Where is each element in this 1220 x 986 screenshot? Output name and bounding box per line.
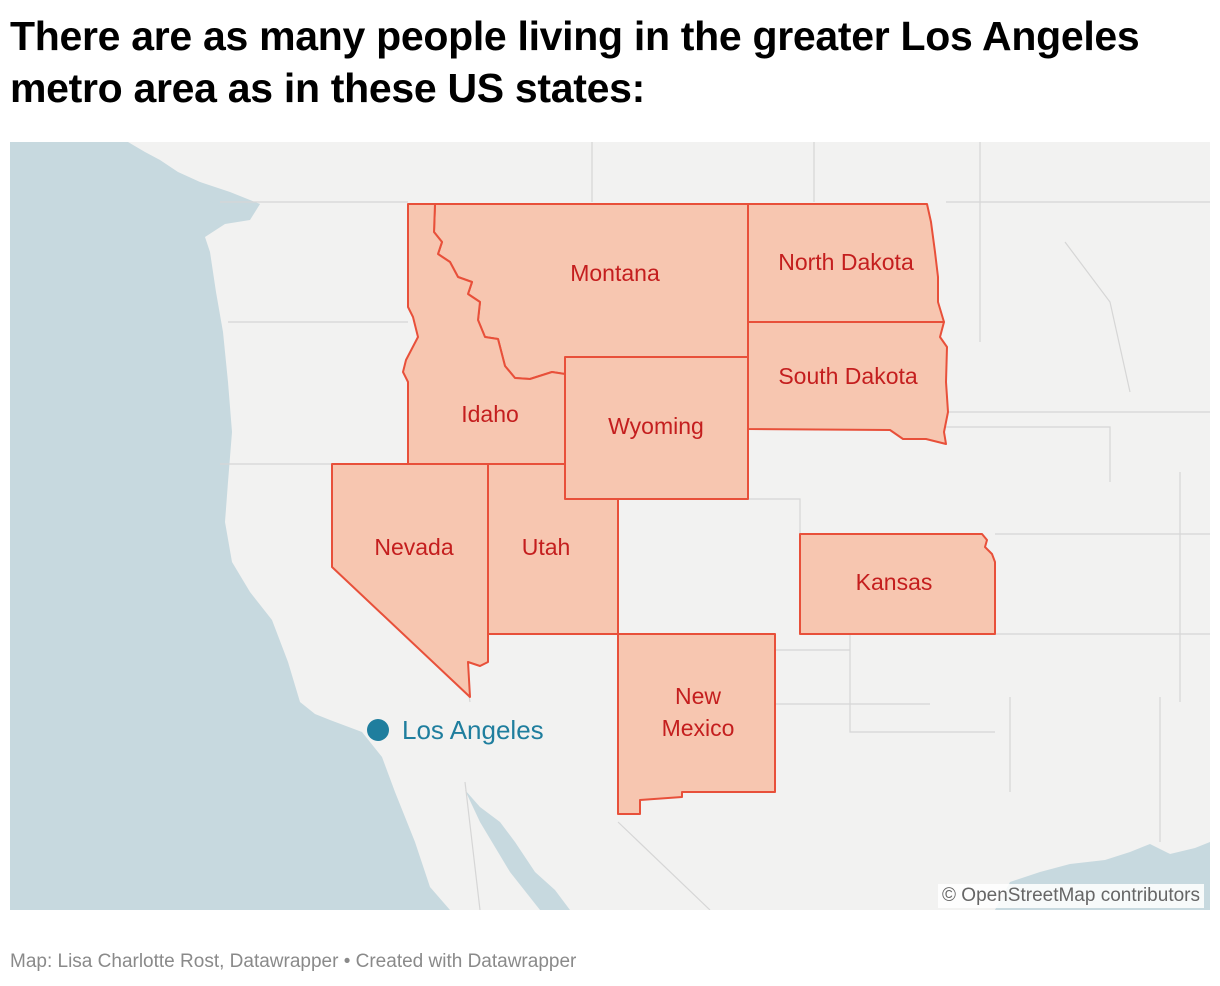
state-label-montana: Montana [570, 260, 660, 286]
highlighted-states[interactable] [331, 203, 996, 815]
map-attribution[interactable]: © OpenStreetMap contributors [938, 884, 1204, 908]
state-label-nevada: Nevada [374, 534, 453, 560]
map-title: There are as many people living in the g… [10, 13, 1140, 111]
state-new-mexico[interactable] [617, 633, 776, 815]
state-label-wyoming: Wyoming [608, 413, 704, 439]
state-labels: Montana North Dakota South Dakota Idaho … [374, 249, 932, 741]
city-label: Los Angeles [402, 715, 544, 745]
state-label-kansas: Kansas [856, 569, 933, 595]
state-idaho[interactable] [402, 203, 566, 465]
state-kansas[interactable] [799, 533, 996, 635]
city-marker-los-angeles[interactable]: Los Angeles [367, 715, 544, 745]
state-label-south-dakota: South Dakota [778, 363, 918, 389]
state-label-idaho: Idaho [461, 401, 519, 427]
state-label-new-mexico-line1: New [675, 683, 721, 709]
state-label-utah: Utah [522, 534, 571, 560]
footer-credit: Map: Lisa Charlotte Rost, Datawrapper • … [10, 951, 577, 972]
puget-sound [200, 182, 260, 214]
map[interactable]: Montana North Dakota South Dakota Idaho … [10, 142, 1210, 910]
state-label-north-dakota: North Dakota [778, 249, 914, 275]
state-south-dakota[interactable] [747, 321, 949, 445]
state-wyoming[interactable] [564, 356, 749, 500]
state-utah[interactable] [487, 463, 619, 635]
state-label-new-mexico-line2: Mexico [662, 715, 735, 741]
city-dot-icon [367, 719, 389, 741]
map-canvas: Montana North Dakota South Dakota Idaho … [10, 142, 1210, 910]
